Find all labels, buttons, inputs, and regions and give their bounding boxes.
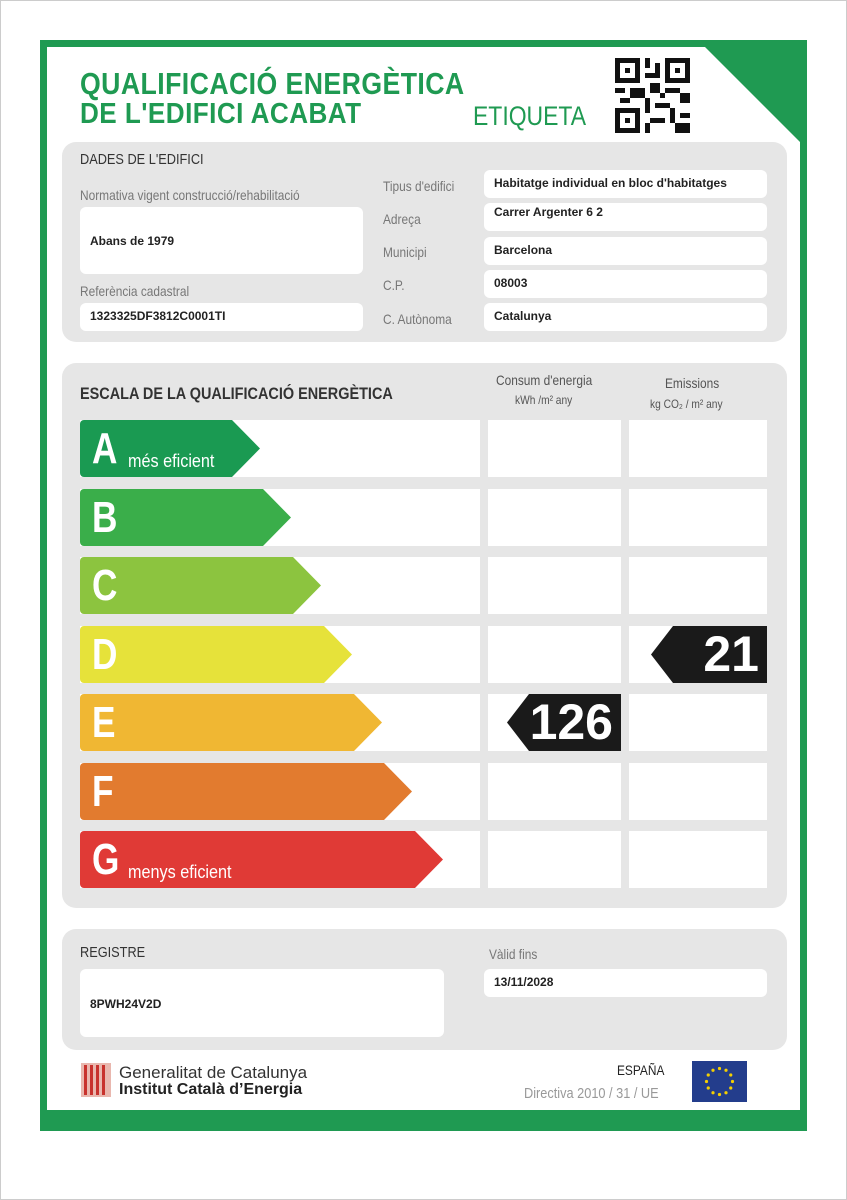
consumption-cell bbox=[488, 557, 621, 614]
class-f-arrow: F bbox=[80, 763, 412, 820]
field-label: C. Autònoma bbox=[383, 311, 452, 327]
eu-star bbox=[730, 1079, 735, 1084]
class-letter: C bbox=[92, 561, 118, 610]
eu-star bbox=[706, 1086, 710, 1090]
qr-code-icon bbox=[615, 58, 690, 133]
eu-star bbox=[711, 1068, 715, 1072]
municipality-value: Barcelona bbox=[484, 237, 767, 265]
class-letter: B bbox=[92, 493, 118, 542]
class-letter: F bbox=[92, 767, 114, 816]
class-g-arrow: G menys eficient bbox=[80, 831, 443, 888]
consumption-cell bbox=[488, 763, 621, 820]
eu-star bbox=[711, 1091, 715, 1095]
emissions-title: Emissions bbox=[665, 375, 720, 391]
emissions-cell bbox=[629, 694, 767, 751]
emissions-unit: kg CO₂ / m² any bbox=[650, 397, 723, 411]
eu-star bbox=[706, 1073, 710, 1077]
consumption-cell bbox=[488, 626, 621, 683]
building-type-value: Habitatge individual en bloc d'habitatge… bbox=[484, 170, 767, 198]
registry-value: 8PWH24V2D bbox=[80, 969, 444, 1037]
field-label: C.P. bbox=[383, 277, 405, 293]
normativa-label: Normativa vigent construcció/rehabilitac… bbox=[80, 187, 300, 203]
consumption-cell bbox=[488, 831, 621, 888]
title-line1: QUALIFICACIÓ ENERGÈTICA bbox=[80, 66, 465, 101]
eu-star bbox=[717, 1066, 722, 1071]
field-label: Municipi bbox=[383, 244, 427, 260]
region-value: Catalunya bbox=[484, 303, 767, 331]
scale-section-title: ESCALA DE LA QUALIFICACIÓ ENERGÈTICA bbox=[80, 384, 393, 403]
consumption-cell bbox=[488, 420, 621, 477]
field-label: Adreça bbox=[383, 211, 421, 227]
class-c-arrow: C bbox=[80, 557, 321, 614]
normativa-value: Abans de 1979 bbox=[80, 207, 363, 274]
title-line2: DE L'EDIFICI ACABAT bbox=[80, 98, 362, 130]
directive-label: Directiva 2010 / 31 / UE bbox=[524, 1085, 659, 1102]
cadastral-value: 1323325DF3812C0001TI bbox=[80, 303, 363, 331]
class-letter: G bbox=[92, 835, 120, 884]
class-subtitle: més eficient bbox=[128, 451, 215, 471]
class-letter: D bbox=[92, 630, 118, 679]
consumption-cell bbox=[488, 489, 621, 546]
eu-star bbox=[729, 1073, 733, 1077]
generalitat-logo-icon bbox=[81, 1063, 111, 1097]
class-b-arrow: B bbox=[80, 489, 291, 546]
valid-until-label: Vàlid fins bbox=[489, 946, 538, 962]
eu-flag-icon bbox=[692, 1061, 747, 1102]
building-section-title: DADES DE L'EDIFICI bbox=[80, 151, 204, 168]
class-a-arrow: A més eficient bbox=[80, 420, 260, 477]
registry-label: REGISTRE bbox=[80, 944, 146, 961]
consumption-title: Consum d'energia bbox=[496, 372, 593, 388]
eu-star bbox=[724, 1068, 728, 1072]
eu-star bbox=[704, 1079, 709, 1084]
cadastral-label: Referència cadastral bbox=[80, 283, 190, 299]
emissions-cell bbox=[629, 489, 767, 546]
emissions-indicator: 21 bbox=[651, 626, 767, 683]
emissions-cell bbox=[629, 557, 767, 614]
emissions-cell bbox=[629, 763, 767, 820]
eu-star bbox=[729, 1086, 733, 1090]
eu-star bbox=[724, 1091, 728, 1095]
emissions-cell bbox=[629, 831, 767, 888]
class-subtitle: menys eficient bbox=[128, 862, 232, 882]
country-label: ESPAÑA bbox=[617, 1062, 665, 1078]
field-label: Tipus d'edifici bbox=[383, 178, 455, 194]
org-name-1: Generalitat de Catalunya bbox=[119, 1063, 308, 1082]
class-letter: E bbox=[92, 698, 116, 747]
consumption-indicator: 126 bbox=[507, 694, 621, 751]
class-d-arrow: D bbox=[80, 626, 352, 683]
org-name-2: Institut Català d’Energia bbox=[119, 1081, 303, 1098]
class-letter: A bbox=[92, 424, 118, 473]
label-type: ETIQUETA bbox=[473, 101, 587, 131]
consumption-unit: kWh /m² any bbox=[515, 393, 573, 407]
class-e-arrow: E bbox=[80, 694, 382, 751]
eu-star bbox=[717, 1092, 722, 1097]
postal-code-value: 08003 bbox=[484, 270, 767, 298]
emissions-cell bbox=[629, 420, 767, 477]
valid-until-value: 13/11/2028 bbox=[484, 969, 767, 997]
address-value: Carrer Argenter 6 2 bbox=[484, 203, 767, 231]
